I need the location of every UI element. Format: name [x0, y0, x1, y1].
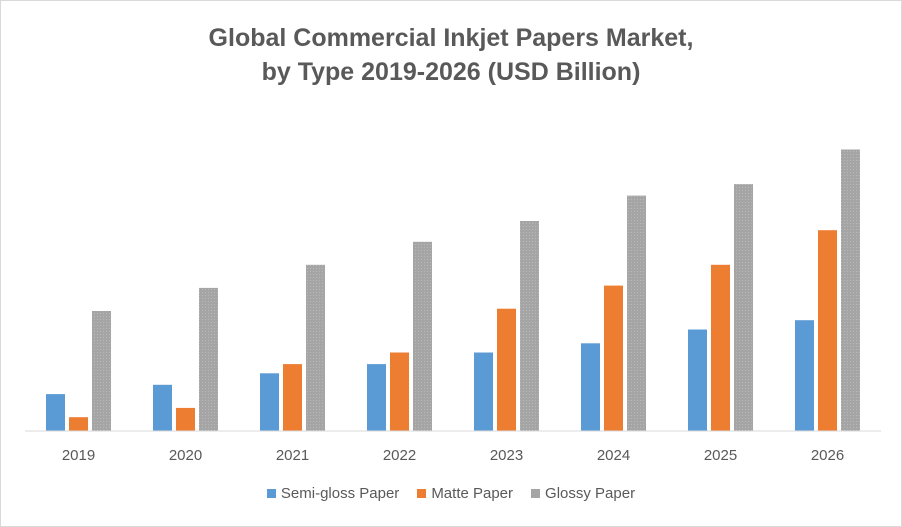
- bar-glossy-paper-2025: [734, 184, 753, 431]
- bar-matte-paper-2019: [69, 417, 88, 431]
- x-tick-label: 2019: [62, 447, 95, 464]
- bar-glossy-paper-2022: [413, 241, 432, 431]
- x-tick-label: 2025: [704, 447, 737, 464]
- bar-semi-gloss-paper-2026: [795, 320, 814, 431]
- bar-semi-gloss-paper-2019: [46, 394, 65, 431]
- chart-title-line1: Global Commercial Inkjet Papers Market,: [208, 24, 694, 52]
- x-tick-label: 2026: [811, 447, 844, 464]
- legend-swatch: [531, 489, 541, 498]
- bar-glossy-paper-2024: [627, 195, 646, 431]
- bar-matte-paper-2021: [283, 364, 302, 431]
- bar-matte-paper-2020: [176, 407, 195, 431]
- bar-glossy-paper-2020: [199, 287, 218, 431]
- legend-label: Matte Paper: [431, 485, 514, 502]
- bar-matte-paper-2022: [390, 352, 409, 431]
- bar-semi-gloss-paper-2024: [581, 343, 600, 431]
- legend-label: Glossy Paper: [545, 485, 636, 502]
- bar-matte-paper-2025: [711, 264, 730, 431]
- bar-matte-paper-2023: [497, 308, 516, 431]
- chart-title: Global Commercial Inkjet Papers Market, …: [1, 21, 901, 89]
- bar-semi-gloss-paper-2022: [367, 364, 386, 431]
- x-tick-label: 2023: [490, 447, 523, 464]
- x-tick-label: 2022: [383, 447, 416, 464]
- bar-semi-gloss-paper-2025: [688, 329, 707, 431]
- legend-label: Semi-gloss Paper: [280, 485, 400, 502]
- chart-title-line2: by Type 2019-2026 (USD Billion): [261, 58, 641, 86]
- legend-item-semi-gloss-paper: Semi-gloss Paper: [266, 485, 400, 502]
- bar-semi-gloss-paper-2023: [474, 352, 493, 431]
- bar-glossy-paper-2023: [520, 221, 539, 431]
- bars-group: [46, 149, 860, 431]
- bar-glossy-paper-2021: [306, 264, 325, 431]
- legend-swatch: [417, 489, 427, 498]
- x-tick-labels: 2019 2020 2021 2022 2023 2024 2025 2026: [62, 447, 844, 464]
- bar-glossy-paper-2019: [92, 311, 111, 431]
- bar-glossy-paper-2026: [841, 149, 860, 431]
- legend-swatch: [266, 489, 276, 498]
- bar-semi-gloss-paper-2021: [260, 373, 279, 431]
- bar-semi-gloss-paper-2020: [153, 384, 172, 431]
- bar-matte-paper-2024: [604, 285, 623, 431]
- x-tick-label: 2021: [276, 447, 309, 464]
- chart-legend: Semi-gloss Paper Matte Paper Glossy Paper: [1, 485, 901, 502]
- x-tick-label: 2020: [169, 447, 202, 464]
- x-tick-label: 2024: [597, 447, 630, 464]
- legend-item-matte-paper: Matte Paper: [417, 485, 513, 502]
- bar-matte-paper-2026: [818, 230, 837, 431]
- legend-item-glossy-paper: Glossy Paper: [531, 485, 635, 502]
